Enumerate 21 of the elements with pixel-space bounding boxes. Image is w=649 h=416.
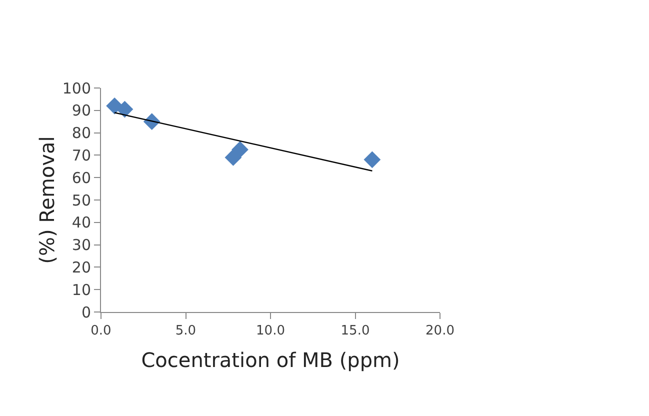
y-tick-label: 70 <box>72 146 91 164</box>
x-tick-label: 5.0 <box>175 324 196 339</box>
y-tick-label: 100 <box>62 79 91 98</box>
y-tick-label: 0 <box>81 303 91 322</box>
x-tick-label: 0.0 <box>90 324 112 339</box>
point <box>116 100 134 118</box>
y-tick-label: 50 <box>72 191 91 210</box>
y-tick-label: 60 <box>72 168 91 187</box>
y-tick-label: 80 <box>72 124 91 142</box>
x-axis-title: Cocentration of MB (ppm) <box>141 348 400 372</box>
y-tick-label: 90 <box>72 102 91 120</box>
y-tick-label: 10 <box>72 280 91 299</box>
y-axis-title: (%) Removal <box>34 136 59 264</box>
y-tick-label: 30 <box>72 236 91 254</box>
x-tick-label: 20.0 <box>426 324 454 339</box>
x-tick-label: 10.0 <box>256 324 285 339</box>
x-tick-label: 15.0 <box>340 324 370 339</box>
y-tick-label: 20 <box>72 258 91 276</box>
point <box>232 141 248 158</box>
point <box>364 151 381 168</box>
y-tick-label: 40 <box>72 214 91 232</box>
